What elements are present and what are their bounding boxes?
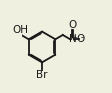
Text: -: - <box>80 33 83 42</box>
Text: Br: Br <box>36 70 48 80</box>
Text: N: N <box>69 34 76 44</box>
Text: OH: OH <box>13 25 29 35</box>
Text: +: + <box>71 35 77 41</box>
Text: O: O <box>68 20 77 30</box>
Text: O: O <box>76 34 85 44</box>
